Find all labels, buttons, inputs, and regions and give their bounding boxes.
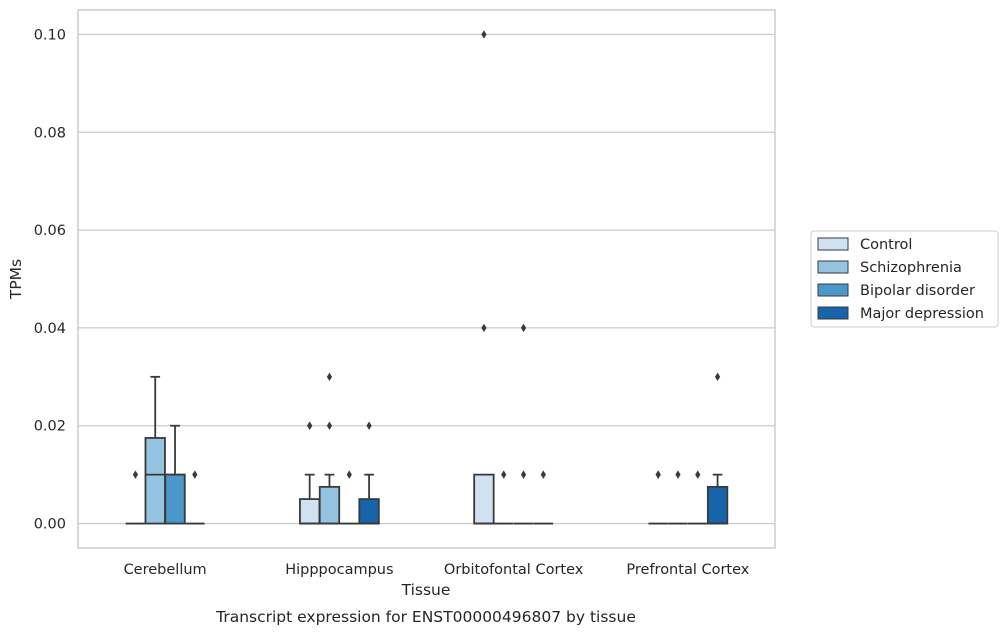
box-group [318,372,341,525]
outlier-point [326,421,333,430]
legend-swatch [817,306,849,320]
box-group [164,424,186,525]
x-tick-label: Orbitofontal Cortex [444,562,584,578]
outlier-point [307,421,313,430]
x-tick-label: Hipppocampus [285,562,393,578]
outlier-point [326,372,333,382]
legend-swatch [817,260,849,274]
box-group [706,372,729,525]
outlier-point [714,372,721,382]
y-tick-label: 0.04 [34,321,66,337]
legend-label: Major depression [860,306,984,322]
chart-caption: Transcript expression for ENST0000049680… [215,608,636,626]
box [706,485,729,525]
outlier-point [481,323,487,333]
box [473,473,495,525]
y-tick-label: 0.10 [34,27,66,43]
y-tick-label: 0.00 [34,517,66,533]
y-tick-label: 0.08 [34,125,66,141]
outlier-point [520,470,527,479]
box-group [125,470,146,525]
x-axis-label: Tissue [401,581,451,599]
box-group [358,421,380,525]
box [299,498,321,525]
box-group [668,470,688,525]
box [358,498,380,525]
box-group [493,470,514,525]
box-group [339,470,360,525]
box-group [473,30,495,525]
legend-label: Control [860,237,912,253]
y-tick-label: 0.02 [34,419,66,435]
box [318,485,341,525]
plot-area [78,10,775,548]
outlier-point [346,470,352,479]
outlier-point [655,470,661,479]
outlier-point [540,470,546,479]
box-group [533,470,554,525]
y-tick-labels: 0.00 0.02 0.04 0.06 0.08 0.10 [34,27,66,532]
legend-swatch [817,283,849,297]
box [144,437,166,525]
box-group [513,323,534,525]
outlier-point [520,323,527,333]
plot-frame [77,9,776,549]
x-tick-labels: Cerebellum Hipppocampus Orbitofontal Corte… [124,562,750,578]
box-group [185,470,205,525]
boxes-layer [125,30,729,525]
outlier-point [481,30,487,39]
box-group [299,421,321,525]
legend: Control Schizophrenia Bipolar disorder Majo… [810,230,999,328]
outlier-point [695,470,701,479]
box-group [688,470,708,525]
y-axis-label: TPMs [7,259,25,300]
outlier-point [501,470,507,479]
legend-label: Bipolar disorder [860,283,975,299]
legend-frame [810,230,999,328]
legend-swatch [817,237,849,251]
legend-label: Schizophrenia [860,260,962,276]
outlier-point [366,421,372,430]
y-tick-label: 0.06 [34,223,66,239]
outlier-point [192,470,198,479]
box [164,473,186,525]
outlier-point [132,470,139,479]
box-group [648,470,668,525]
outlier-point [675,470,681,479]
x-tick-label: Cerebellum [124,562,207,578]
x-tick-label: Prefrontal Cortex [626,562,749,578]
